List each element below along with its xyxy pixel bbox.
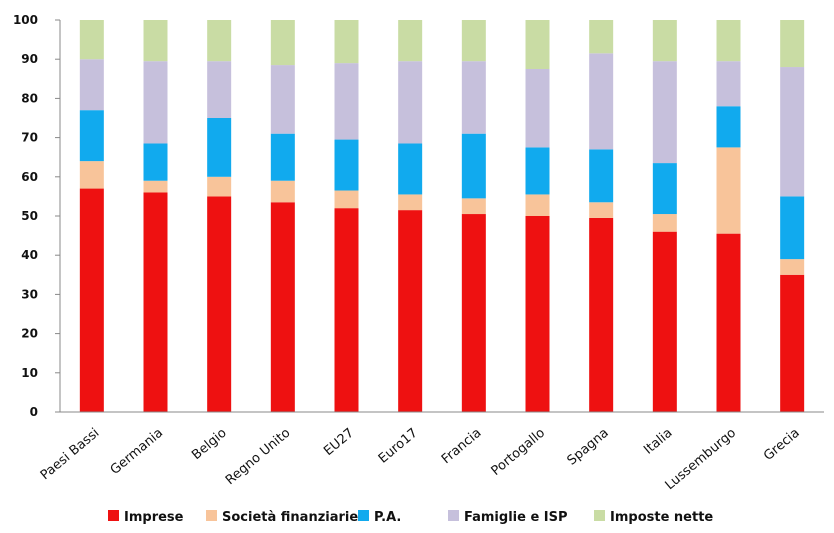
y-tick-label: 0 <box>30 405 38 419</box>
x-category-label: Francia <box>439 426 485 468</box>
x-category-label: Grecia <box>761 426 803 464</box>
bar-segment-p-a--regno-unito <box>270 133 295 181</box>
bar-segment-p-a--eu27 <box>334 139 359 191</box>
legend: Imprese Società finanziarie P.A. Famiglie e… <box>108 510 713 525</box>
bar-segment-imposte-nette-lussemburgo <box>716 20 741 62</box>
y-tick-label: 40 <box>21 248 38 262</box>
legend-swatch <box>206 510 217 521</box>
bar-segment-p-a--grecia <box>780 196 805 260</box>
bar-segment-famiglie-e-isp-paesi-bassi <box>79 59 104 111</box>
bar-segment-societ-finanziarie-regno-unito <box>270 180 295 203</box>
bar-segment-societ-finanziarie-italia <box>652 214 677 232</box>
bar-segment-imprese-lussemburgo <box>716 233 741 412</box>
y-tick-label: 50 <box>21 209 38 223</box>
y-axis: 0 10 20 30 40 50 60 70 80 90 100 <box>13 13 61 419</box>
bar-segment-p-a--germania <box>143 143 168 181</box>
bar-segment-famiglie-e-isp-germania <box>143 61 168 144</box>
y-tick-label: 20 <box>21 327 38 341</box>
bar-segment-imposte-nette-euro17 <box>398 20 423 62</box>
bar-segment-imprese-euro17 <box>398 210 423 412</box>
bar-segment-famiglie-e-isp-eu27 <box>334 63 359 140</box>
bar-segment-imposte-nette-germania <box>143 20 168 62</box>
bar-segment-imposte-nette-paesi-bassi <box>79 20 104 60</box>
legend-label: Società finanziarie <box>222 510 358 525</box>
bar-segment-famiglie-e-isp-regno-unito <box>270 65 295 134</box>
bar-segment-imposte-nette-portogallo <box>525 20 550 69</box>
bar-segment-famiglie-e-isp-euro17 <box>398 61 423 144</box>
bar-segment-imposte-nette-italia <box>652 20 677 62</box>
x-category-label: Paesi Bassi <box>38 426 103 484</box>
y-tick-label: 80 <box>21 91 38 105</box>
bar-segment-famiglie-e-isp-spagna <box>589 53 614 150</box>
x-category-label: Portogallo <box>489 426 549 479</box>
x-category-label: Germania <box>108 426 166 478</box>
bar-segment-famiglie-e-isp-lussemburgo <box>716 61 741 107</box>
legend-label: Imposte nette <box>610 510 713 525</box>
bar-segment-p-a--paesi-bassi <box>79 110 104 162</box>
bar-segment-societ-finanziarie-germania <box>143 180 168 193</box>
bar-segment-societ-finanziarie-portogallo <box>525 194 550 216</box>
legend-label: P.A. <box>374 510 401 525</box>
x-category-label: Italia <box>641 426 675 458</box>
y-tick-label: 100 <box>13 13 38 27</box>
y-tick-label: 70 <box>21 131 38 145</box>
legend-swatch <box>108 510 119 521</box>
bar-segment-imposte-nette-francia <box>461 20 486 62</box>
bar-segment-societ-finanziarie-spagna <box>589 202 614 218</box>
bar-segment-societ-finanziarie-belgio <box>207 176 232 197</box>
bar-segment-imposte-nette-eu27 <box>334 20 359 64</box>
bar-segment-p-a--portogallo <box>525 147 550 195</box>
y-tick-label: 90 <box>21 52 38 66</box>
x-category-label: EU27 <box>321 426 357 460</box>
bars <box>79 20 805 412</box>
x-category-label: Spagna <box>565 426 612 469</box>
bar-segment-imprese-eu27 <box>334 208 359 412</box>
legend-swatch <box>448 510 459 521</box>
bar-segment-imposte-nette-belgio <box>207 20 232 62</box>
bar-segment-imprese-germania <box>143 192 168 412</box>
bar-segment-p-a--lussemburgo <box>716 106 741 148</box>
bar-segment-imprese-spagna <box>589 217 614 412</box>
bar-segment-imposte-nette-spagna <box>589 20 614 54</box>
bar-segment-societ-finanziarie-euro17 <box>398 194 423 211</box>
bar-segment-imprese-belgio <box>207 196 232 412</box>
bar-segment-imprese-italia <box>652 231 677 412</box>
bar-segment-imposte-nette-grecia <box>780 20 805 68</box>
bar-segment-imprese-francia <box>461 214 486 412</box>
bar-segment-societ-finanziarie-paesi-bassi <box>79 161 104 189</box>
bar-segment-famiglie-e-isp-grecia <box>780 67 805 197</box>
bar-segment-imprese-portogallo <box>525 216 550 412</box>
bar-segment-societ-finanziarie-grecia <box>780 259 805 275</box>
bar-segment-famiglie-e-isp-italia <box>652 61 677 164</box>
bar-segment-famiglie-e-isp-portogallo <box>525 69 550 148</box>
bar-segment-imprese-regno-unito <box>270 202 295 412</box>
legend-swatch <box>594 510 605 521</box>
x-category-label: Euro17 <box>376 426 421 467</box>
bar-segment-p-a--euro17 <box>398 143 423 195</box>
bar-segment-famiglie-e-isp-francia <box>461 61 486 134</box>
legend-label: Imprese <box>124 510 184 525</box>
legend-swatch <box>358 510 369 521</box>
x-category-label: Belgio <box>189 426 230 463</box>
bar-segment-imprese-grecia <box>780 274 805 412</box>
bar-segment-societ-finanziarie-lussemburgo <box>716 147 741 234</box>
bar-segment-p-a--belgio <box>207 118 232 177</box>
bar-segment-p-a--spagna <box>589 149 614 203</box>
y-tick-label: 30 <box>21 287 38 301</box>
bar-segment-societ-finanziarie-eu27 <box>334 190 359 209</box>
x-category-label: Regno Unito <box>223 426 294 489</box>
bar-segment-societ-finanziarie-francia <box>461 198 486 215</box>
legend-label: Famiglie e ISP <box>464 510 568 525</box>
y-tick-label: 60 <box>21 170 38 184</box>
bar-segment-imposte-nette-regno-unito <box>270 20 295 66</box>
y-tick-label: 10 <box>21 366 38 380</box>
bar-segment-imprese-paesi-bassi <box>79 188 104 412</box>
bar-segment-p-a--francia <box>461 133 486 199</box>
bar-segment-famiglie-e-isp-belgio <box>207 61 232 118</box>
bar-segment-p-a--italia <box>652 163 677 215</box>
